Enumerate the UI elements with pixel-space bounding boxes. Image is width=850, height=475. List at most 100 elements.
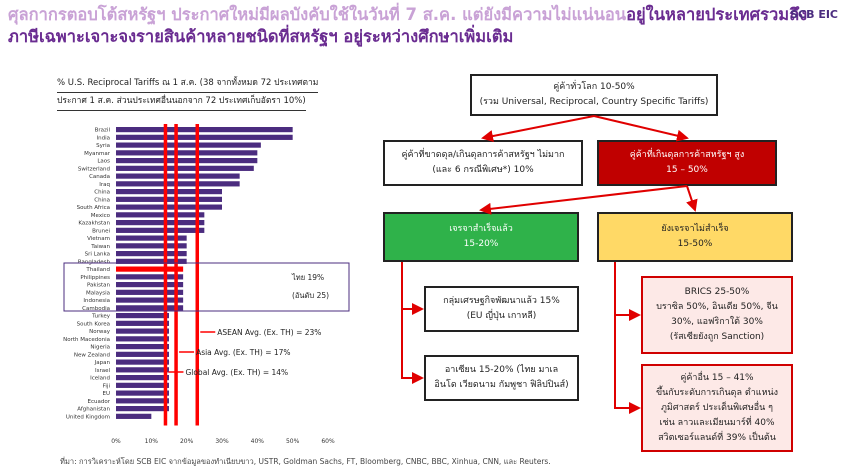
box-high-surplus: คู่ค้าที่เกินดุลการค้าสหรัฐฯ สูง 15 – 50… <box>597 140 777 186</box>
bar-malaysia <box>116 289 184 295</box>
category-label: Malaysia <box>86 290 110 296</box>
x-tick-label: 20% <box>180 438 194 445</box>
category-label: United Kingdom <box>66 414 110 420</box>
box-brics-line3: 30%, แอฟริกาใต้ 30% <box>671 317 763 327</box>
category-label: Vietnam <box>87 236 110 242</box>
category-label: Afghanistan <box>77 407 110 413</box>
bar-pakistan <box>116 282 184 288</box>
box-others-line1: คู่ค้าอื่น 15 – 41% <box>680 372 754 383</box>
box-developed-line2: (EU ญี่ปุ่น เกาหลี) <box>466 311 537 321</box>
box-high-surplus-line1: คู่ค้าที่เกินดุลการค้าสหรัฐฯ สูง <box>629 150 745 160</box>
title-line1-part1: ศุลกากรตอบโต้สหรัฐฯ ประกาศใหม่มีผลบังคับ… <box>8 5 627 24</box>
x-tick-label: 10% <box>145 438 159 445</box>
box-high-surplus-line2: 15 – 50% <box>666 165 708 175</box>
bar-bangladesh <box>116 258 187 264</box>
bar-indonesia <box>116 297 184 303</box>
box-not-negotiated-line2: 15-50% <box>677 239 713 249</box>
x-tick-label: 30% <box>215 438 229 445</box>
reference-label: ASEAN Avg. (Ex. TH) = 23% <box>217 328 321 337</box>
box-negotiated-line2: 15-20% <box>463 239 499 249</box>
bar-canada <box>116 173 240 179</box>
bar-japan <box>116 359 169 365</box>
thailand-highlight-box <box>63 262 350 312</box>
x-tick-label: 40% <box>251 438 265 445</box>
box-brics-line2: บราซิล 50%, อินเดีย 50%, จีน <box>656 302 778 312</box>
x-tick-label: 60% <box>321 438 335 445</box>
bar-brazil <box>116 127 293 133</box>
box-global-partners: คู่ค้าทั่วโลก 10-50% (รวม Universal, Rec… <box>470 74 718 116</box>
bar-united-kingdom <box>116 413 152 419</box>
box-negotiated-line1: เจรจาสำเร็จแล้ว <box>449 224 513 234</box>
logo: SCB EIC <box>790 8 838 21</box>
box-other-partners: คู่ค้าอื่น 15 – 41% ขึ้นกับระดับการเกินด… <box>641 364 793 452</box>
category-label: Israel <box>95 368 111 374</box>
reference-label: Global Avg. (Ex. TH) = 14% <box>185 368 288 377</box>
bar-philippines <box>116 274 184 280</box>
bar-north-macedonia <box>116 336 169 342</box>
bar-india <box>116 134 293 140</box>
box-not-negotiated: ยังเจรจาไม่สำเร็จ 15-50% <box>597 212 793 262</box>
category-label: Switzerland <box>78 166 110 172</box>
category-label: EU <box>102 391 110 397</box>
bar-brunei <box>116 227 205 233</box>
source-note: ที่มา: การวิเคราะห์โดย SCB EIC จากข้อมูล… <box>60 457 551 466</box>
category-label: Fiji <box>103 383 111 389</box>
box-others-line5: สวิตเซอร์แลนด์ที่ 39% เป็นต้น <box>658 432 776 443</box>
category-label: Sri Lanka <box>85 252 110 258</box>
box-low-deficit: คู่ค้าที่ขาดดุล/เกินดุลการค้าสหรัฐฯ ไม่ม… <box>383 140 583 186</box>
box-low-deficit-line1: คู่ค้าที่ขาดดุล/เกินดุลการค้าสหรัฐฯ ไม่ม… <box>401 150 565 160</box>
category-label: Mexico <box>91 213 111 219</box>
bar-syria <box>116 142 261 148</box>
category-label: New Zealand <box>74 352 110 358</box>
bar-mexico <box>116 212 205 218</box>
bar-cambodia <box>116 305 184 311</box>
category-label: India <box>97 135 111 141</box>
category-label: Myanmar <box>84 151 111 157</box>
category-label: Brunei <box>92 228 110 234</box>
box-others-line2: ขึ้นกับระดับการเกินดุล ตำแหน่ง <box>655 387 779 398</box>
bar-taiwan <box>116 243 187 249</box>
title-line1-part2: อยู่ในหลายประเทศรวมถึง <box>626 5 808 24</box>
category-label: Iraq <box>99 182 110 188</box>
chart-note-line2: ประกาศ 1 ส.ค. ส่วนประเทศอื่นนอกจาก 72 ปร… <box>57 93 306 111</box>
box-asean-line2: อินโด เวียดนาม กัมพูชา ฟิลิปปินส์) <box>434 380 569 390</box>
category-label: Bangladesh <box>78 259 111 265</box>
category-label: Norway <box>89 329 111 335</box>
bar-israel <box>116 367 169 373</box>
category-label: Taiwan <box>90 244 110 250</box>
box-global-line2: (รวม Universal, Reciprocal, Country Spec… <box>479 97 709 107</box>
box-brics-line1: BRICS 25-50% <box>684 287 750 297</box>
x-tick-label: 50% <box>286 438 300 445</box>
bar-china <box>116 196 222 202</box>
bar-turkey <box>116 313 169 319</box>
category-label: Iceland <box>90 376 110 382</box>
bar-kazakhstan <box>116 220 205 226</box>
box-negotiated: เจรจาสำเร็จแล้ว 15-20% <box>383 212 579 262</box>
category-label: South Africa <box>77 205 110 211</box>
bar-switzerland <box>116 165 254 171</box>
category-label: Syria <box>96 143 110 149</box>
category-label: North Macedonia <box>63 337 110 343</box>
category-label: Indonesia <box>83 298 110 304</box>
bar-ecuador <box>116 398 169 404</box>
box-not-negotiated-line1: ยังเจรจาไม่สำเร็จ <box>661 224 729 234</box>
bar-norway <box>116 328 169 334</box>
box-brics: BRICS 25-50% บราซิล 50%, อินเดีย 50%, จี… <box>641 276 793 354</box>
bar-iceland <box>116 375 169 381</box>
box-low-deficit-line2: (และ 6 กรณีพิเศษ*) 10% <box>432 165 534 175</box>
category-label: Brazil <box>95 128 111 134</box>
category-label: Kazakhstan <box>78 221 110 227</box>
category-label: Thailand <box>85 267 110 273</box>
bar-china <box>116 189 222 195</box>
category-label: Pakistan <box>87 283 111 289</box>
reference-label: Asia Avg. (Ex. TH) = 17% <box>196 348 291 357</box>
category-label: China <box>94 190 110 196</box>
bar-vietnam <box>116 235 187 241</box>
thailand-label-rate: ไทย 19% <box>291 273 324 282</box>
category-label: Philippines <box>80 275 110 281</box>
bar-afghanistan <box>116 406 169 412</box>
box-asean-line1: อาเซียน 15-20% (ไทย มาเล <box>444 365 559 375</box>
bar-iraq <box>116 181 240 187</box>
bar-sri-lanka <box>116 251 187 257</box>
